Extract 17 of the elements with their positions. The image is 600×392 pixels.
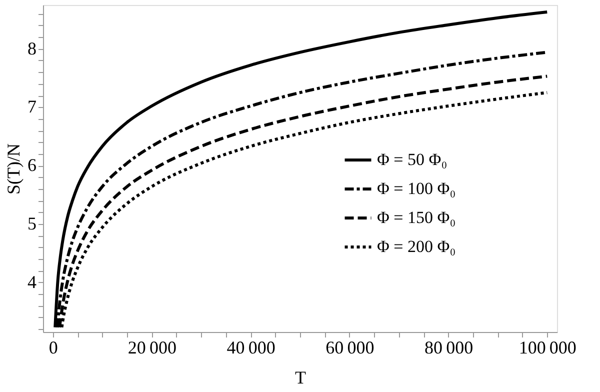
- x-tick-label: 80 000: [424, 338, 474, 358]
- x-tick-label: 20 000: [128, 338, 177, 358]
- x-tick-label: 40 000: [226, 338, 276, 358]
- x-tick-label: 100 000: [518, 338, 576, 358]
- x-tick-label: 60 000: [326, 338, 374, 358]
- legend-label: Φ = 150 Φ₀: [377, 208, 456, 227]
- y-tick-label: 6: [28, 155, 36, 176]
- y-axis-title: S(T)/N: [4, 144, 24, 194]
- legend-label: Φ = 50 Φ₀: [377, 150, 448, 169]
- x-tick-label: 0: [48, 338, 58, 358]
- x-axis-title: T: [295, 368, 306, 388]
- y-tick-label: 7: [28, 96, 36, 117]
- legend-label: Φ = 100 Φ₀: [377, 179, 456, 198]
- legend-label: Φ = 200 Φ₀: [377, 237, 456, 256]
- y-tick-label: 5: [28, 213, 36, 234]
- y-tick-label: 8: [28, 38, 36, 58]
- y-tick-label: 4: [28, 272, 36, 292]
